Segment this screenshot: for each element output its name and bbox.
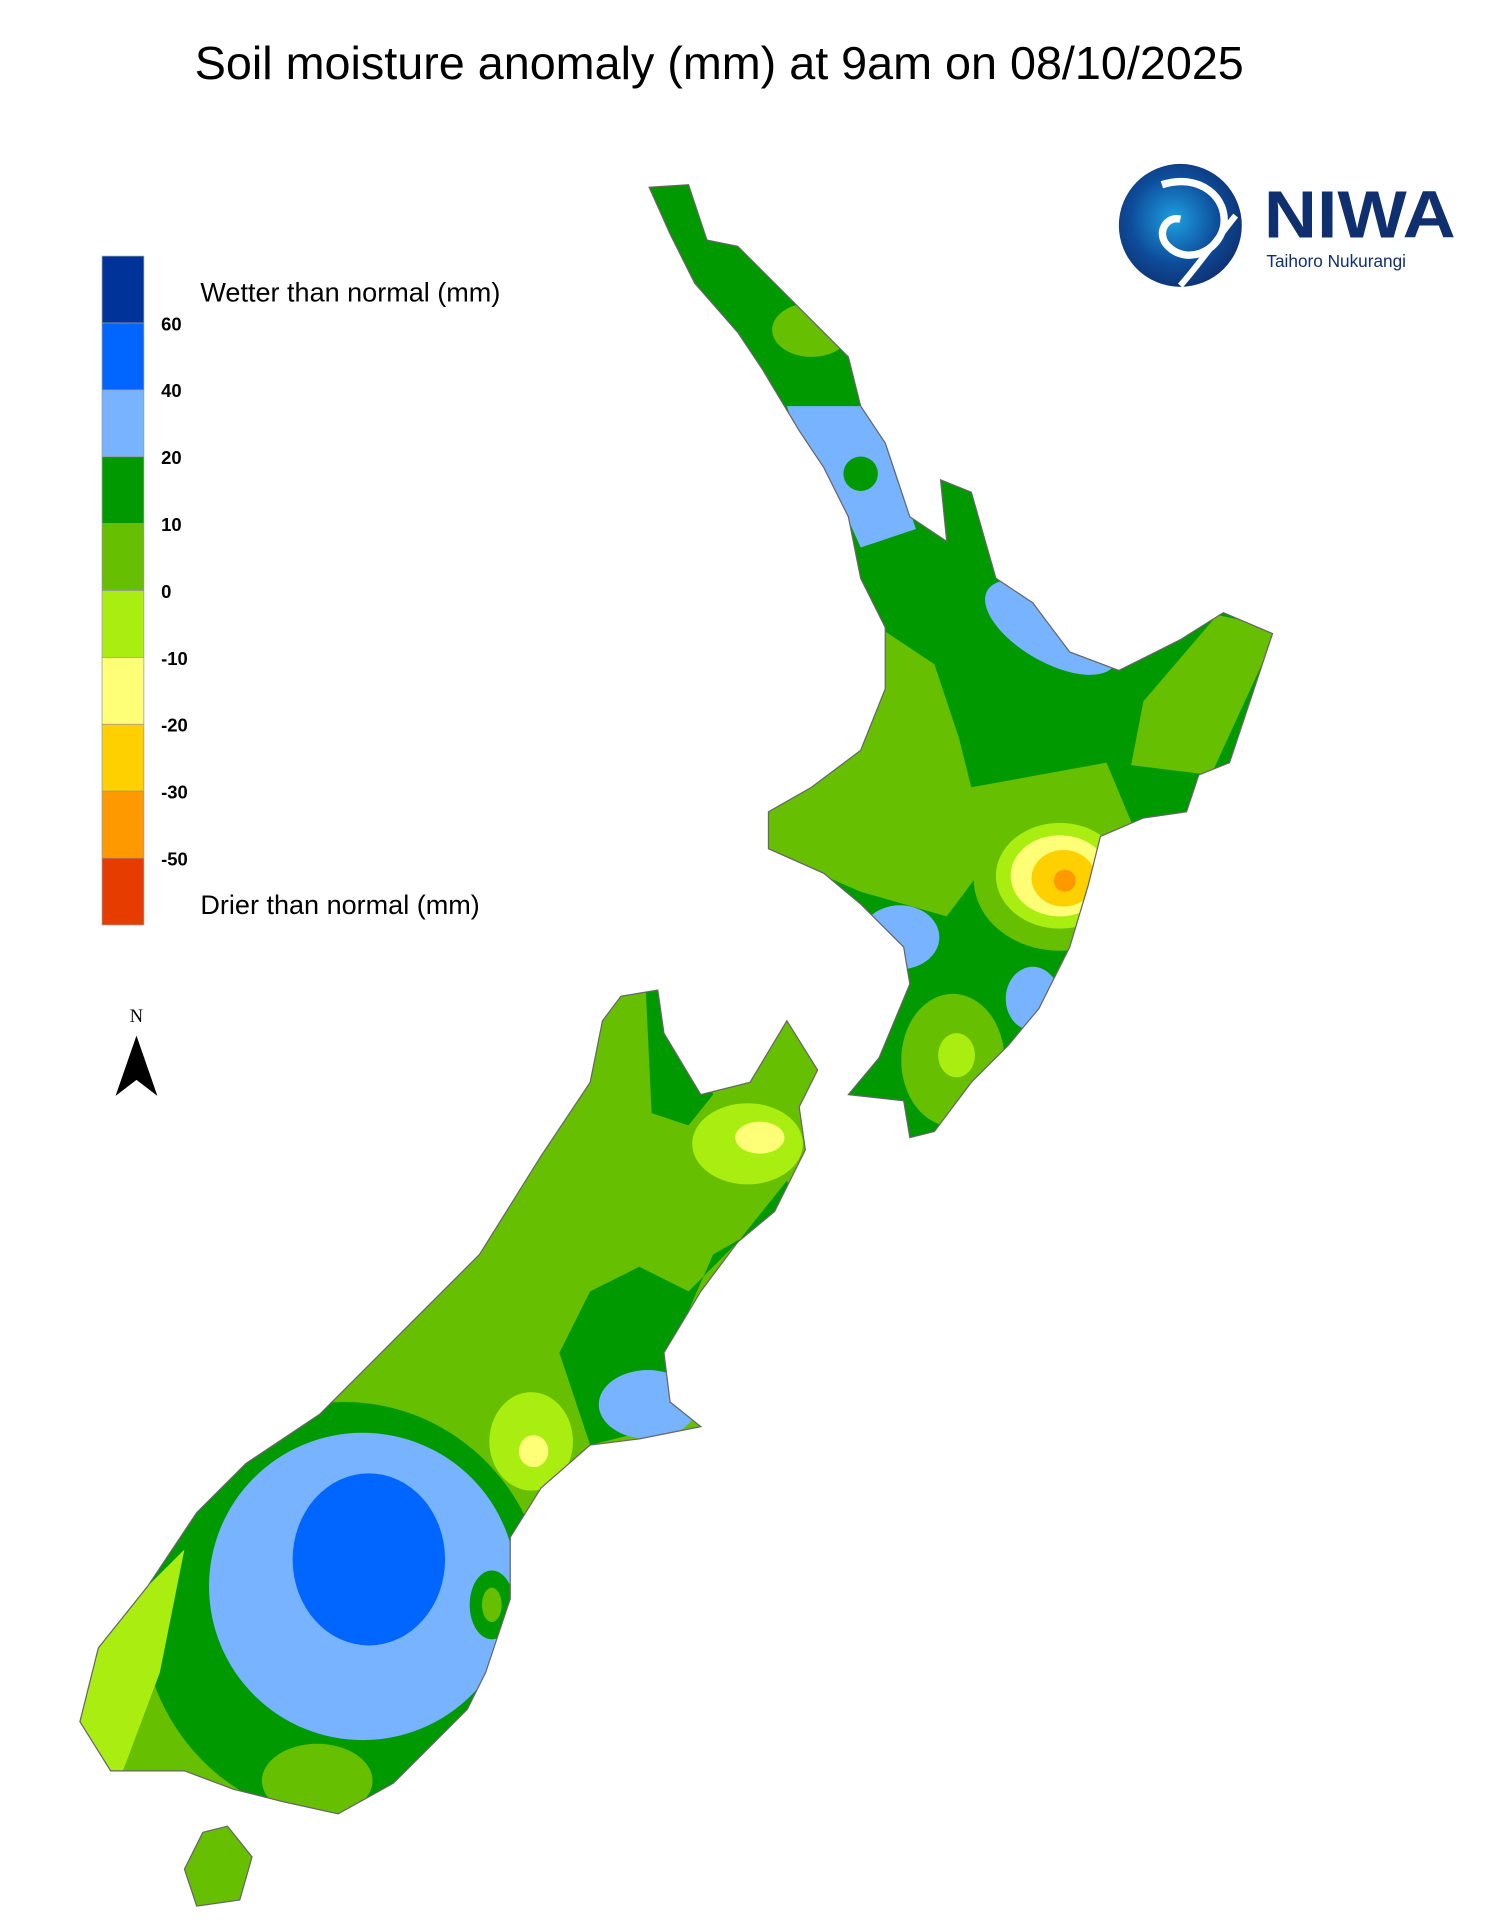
legend: Wetter than normal (mm) Drier than norma… <box>101 255 500 926</box>
legend-tick-label: 60 <box>161 313 182 334</box>
legend-tick-label: -30 <box>161 782 188 803</box>
legend-swatch <box>101 590 145 658</box>
north-arrow-icon <box>115 1035 158 1096</box>
legend-tick-label: -20 <box>161 715 188 736</box>
niwa-logo-name: NIWA <box>1264 179 1456 253</box>
south-island-coastline <box>79 989 819 1907</box>
north-label: N <box>130 1006 143 1026</box>
legend-wetter-label: Wetter than normal (mm) <box>200 278 500 308</box>
legend-swatch <box>101 857 145 926</box>
north-arrow: N <box>115 1006 158 1096</box>
legend-tick-label: 0 <box>161 581 171 602</box>
legend-tick-label: 20 <box>161 447 182 468</box>
legend-tick-label: -10 <box>161 648 188 669</box>
legend-swatch <box>101 255 145 324</box>
legend-tick-label: 40 <box>161 380 182 401</box>
legend-swatch <box>101 790 145 859</box>
legend-tick-label: 10 <box>161 514 182 535</box>
map-title: Soil moisture anomaly (mm) at 9am on 08/… <box>195 37 1244 89</box>
niwa-logo: NIWA Taihoro Nukurangi <box>1118 163 1456 288</box>
legend-swatch <box>101 322 145 391</box>
legend-drier-label: Drier than normal (mm) <box>200 890 479 920</box>
legend-swatch <box>101 389 145 458</box>
legend-swatch <box>101 523 145 591</box>
south-island <box>79 990 818 1907</box>
legend-swatch <box>101 657 145 725</box>
legend-tick-label: -50 <box>161 848 188 869</box>
niwa-logo-subtitle: Taihoro Nukurangi <box>1266 251 1406 271</box>
north-island <box>649 184 1273 1138</box>
legend-swatch <box>101 723 145 792</box>
north-island-coastline <box>648 184 1274 1139</box>
legend-swatch <box>101 456 145 525</box>
